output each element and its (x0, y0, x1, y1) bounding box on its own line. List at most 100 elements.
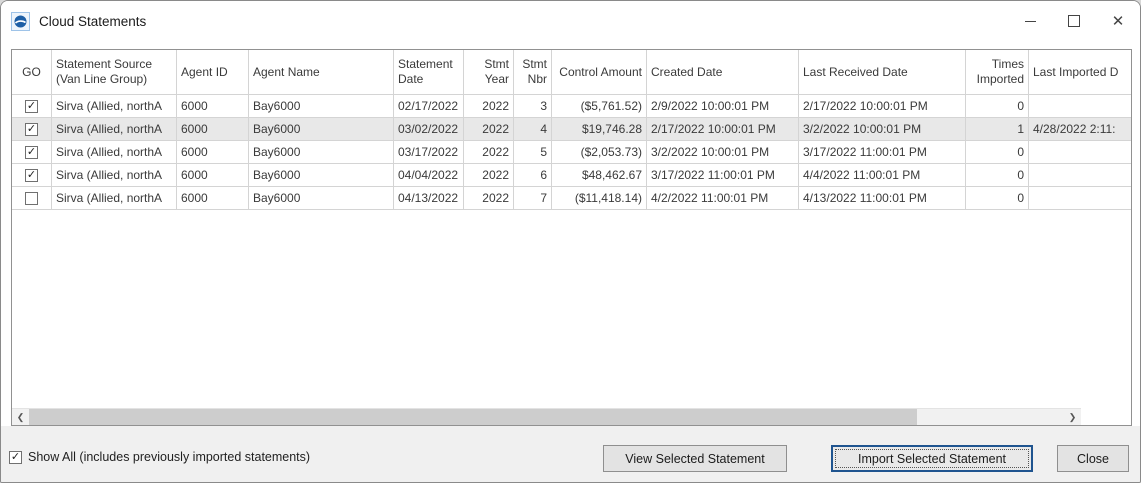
go-checkbox[interactable]: ✓ (25, 99, 38, 113)
column-header-created_date[interactable]: Created Date (647, 50, 799, 94)
column-header-stmt_nbr[interactable]: Stmt Nbr (514, 50, 552, 94)
go-checkbox[interactable]: ✓ (25, 122, 38, 136)
show-all-control: ✓ Show All (includes previously imported… (9, 450, 310, 464)
import-selected-statement-button[interactable]: Import Selected Statement (831, 445, 1033, 472)
cell-control_amount: ($5,761.52) (552, 95, 647, 117)
scroll-track[interactable] (917, 409, 1064, 425)
cell-last_received: 3/17/2022 11:00:01 PM (799, 141, 966, 163)
cell-control_amount: ($2,053.73) (552, 141, 647, 163)
minimize-button[interactable] (1008, 1, 1052, 41)
go-checkbox[interactable]: ✓ (25, 168, 38, 182)
cell-last_received: 4/13/2022 11:00:01 PM (799, 187, 966, 209)
maximize-button[interactable] (1052, 1, 1096, 41)
cell-agent_name: Bay6000 (249, 187, 394, 209)
column-header-source[interactable]: Statement Source (Van Line Group) (52, 50, 177, 94)
cell-times_imported: 0 (966, 95, 1029, 117)
column-header-go[interactable]: GO (12, 50, 52, 94)
cell-stmt_year: 2022 (464, 141, 514, 163)
column-header-stmt_year[interactable]: Stmt Year (464, 50, 514, 94)
cell-agent_id: 6000 (177, 141, 249, 163)
close-icon: ✕ (1111, 12, 1125, 30)
minimize-icon (1024, 20, 1036, 22)
cell-last_imported (1029, 187, 1131, 209)
column-header-agent_name[interactable]: Agent Name (249, 50, 394, 94)
cell-times_imported: 0 (966, 141, 1029, 163)
maximize-icon (1068, 15, 1080, 27)
column-header-times_imported[interactable]: Times Imported (966, 50, 1029, 94)
cell-stmt_year: 2022 (464, 118, 514, 140)
cell-stmt_date: 04/13/2022 (394, 187, 464, 209)
globe-swoosh-icon (14, 15, 27, 27)
cell-last_imported (1029, 164, 1131, 186)
cell-agent_name: Bay6000 (249, 95, 394, 117)
table-row[interactable]: ✓ Sirva (Allied, northA 6000 Bay6000 04/04/2… (12, 164, 1131, 187)
go-checkbox[interactable]: ✓ (25, 145, 38, 159)
cell-last_received: 4/4/2022 11:00:01 PM (799, 164, 966, 186)
cell-last_received: 2/17/2022 10:00:01 PM (799, 95, 966, 117)
app-icon (11, 11, 30, 31)
cell-stmt_date: 03/17/2022 (394, 141, 464, 163)
scroll-left-button[interactable]: ❮ (12, 409, 29, 425)
cell-source: Sirva (Allied, northA (52, 95, 177, 117)
cell-created_date: 3/2/2022 10:00:01 PM (647, 141, 799, 163)
cell-go: ✓ (12, 141, 52, 163)
cell-stmt_nbr: 5 (514, 141, 552, 163)
close-dialog-button[interactable]: Close (1057, 445, 1129, 472)
grid-body: ✓ Sirva (Allied, northA 6000 Bay6000 02/17/2… (12, 95, 1131, 210)
go-checkbox[interactable] (25, 191, 38, 205)
cell-times_imported: 0 (966, 164, 1029, 186)
cell-stmt_year: 2022 (464, 95, 514, 117)
cell-control_amount: ($11,418.14) (552, 187, 647, 209)
cell-stmt_year: 2022 (464, 187, 514, 209)
cell-stmt_nbr: 3 (514, 95, 552, 117)
cell-agent_name: Bay6000 (249, 118, 394, 140)
cell-created_date: 3/17/2022 11:00:01 PM (647, 164, 799, 186)
cell-go: ✓ (12, 164, 52, 186)
cell-source: Sirva (Allied, northA (52, 187, 177, 209)
cell-agent_name: Bay6000 (249, 141, 394, 163)
cell-agent_id: 6000 (177, 95, 249, 117)
view-selected-statement-button[interactable]: View Selected Statement (603, 445, 787, 472)
cell-control_amount: $48,462.67 (552, 164, 647, 186)
cell-go (12, 187, 52, 209)
window-title: Cloud Statements (39, 13, 147, 29)
column-header-agent_id[interactable]: Agent ID (177, 50, 249, 94)
column-header-last_received[interactable]: Last Received Date (799, 50, 966, 94)
table-row[interactable]: Sirva (Allied, northA 6000 Bay6000 04/13/20… (12, 187, 1131, 210)
scroll-left-icon: ❮ (16, 411, 25, 422)
scroll-right-icon: ❯ (1068, 411, 1077, 422)
cell-stmt_date: 02/17/2022 (394, 95, 464, 117)
cell-times_imported: 0 (966, 187, 1029, 209)
cell-last_imported (1029, 95, 1131, 117)
cell-last_imported: 4/28/2022 2:11: (1029, 118, 1131, 140)
title-bar[interactable]: Cloud Statements ✕ (1, 1, 1140, 41)
column-header-last_imported[interactable]: Last Imported D (1029, 50, 1131, 94)
cell-created_date: 4/2/2022 11:00:01 PM (647, 187, 799, 209)
cell-created_date: 2/9/2022 10:00:01 PM (647, 95, 799, 117)
cell-created_date: 2/17/2022 10:00:01 PM (647, 118, 799, 140)
scroll-thumb[interactable] (29, 409, 917, 425)
column-header-stmt_date[interactable]: Statement Date (394, 50, 464, 94)
cell-source: Sirva (Allied, northA (52, 118, 177, 140)
cell-stmt_nbr: 4 (514, 118, 552, 140)
cell-control_amount: $19,746.28 (552, 118, 647, 140)
table-row[interactable]: ✓ Sirva (Allied, northA 6000 Bay6000 03/02/2… (12, 118, 1131, 141)
cell-go: ✓ (12, 118, 52, 140)
show-all-label: Show All (includes previously imported s… (28, 450, 311, 464)
table-row[interactable]: ✓ Sirva (Allied, northA 6000 Bay6000 02/17/2… (12, 95, 1131, 118)
cell-stmt_nbr: 6 (514, 164, 552, 186)
close-button[interactable]: ✕ (1096, 1, 1140, 41)
cell-stmt_year: 2022 (464, 164, 514, 186)
table-row[interactable]: ✓ Sirva (Allied, northA 6000 Bay6000 03/17/2… (12, 141, 1131, 164)
scroll-right-button[interactable]: ❯ (1064, 409, 1081, 425)
cell-last_received: 3/2/2022 10:00:01 PM (799, 118, 966, 140)
cell-agent_id: 6000 (177, 164, 249, 186)
grid-header-row: GO Statement Source (Van Line Group) Agent… (12, 50, 1131, 95)
statements-grid: GO Statement Source (Van Line Group) Agent… (11, 49, 1132, 426)
cell-source: Sirva (Allied, northA (52, 164, 177, 186)
show-all-checkbox[interactable]: ✓ (9, 450, 22, 464)
cell-go: ✓ (12, 95, 52, 117)
column-header-control_amount[interactable]: Control Amount (552, 50, 647, 94)
cell-agent_id: 6000 (177, 187, 249, 209)
